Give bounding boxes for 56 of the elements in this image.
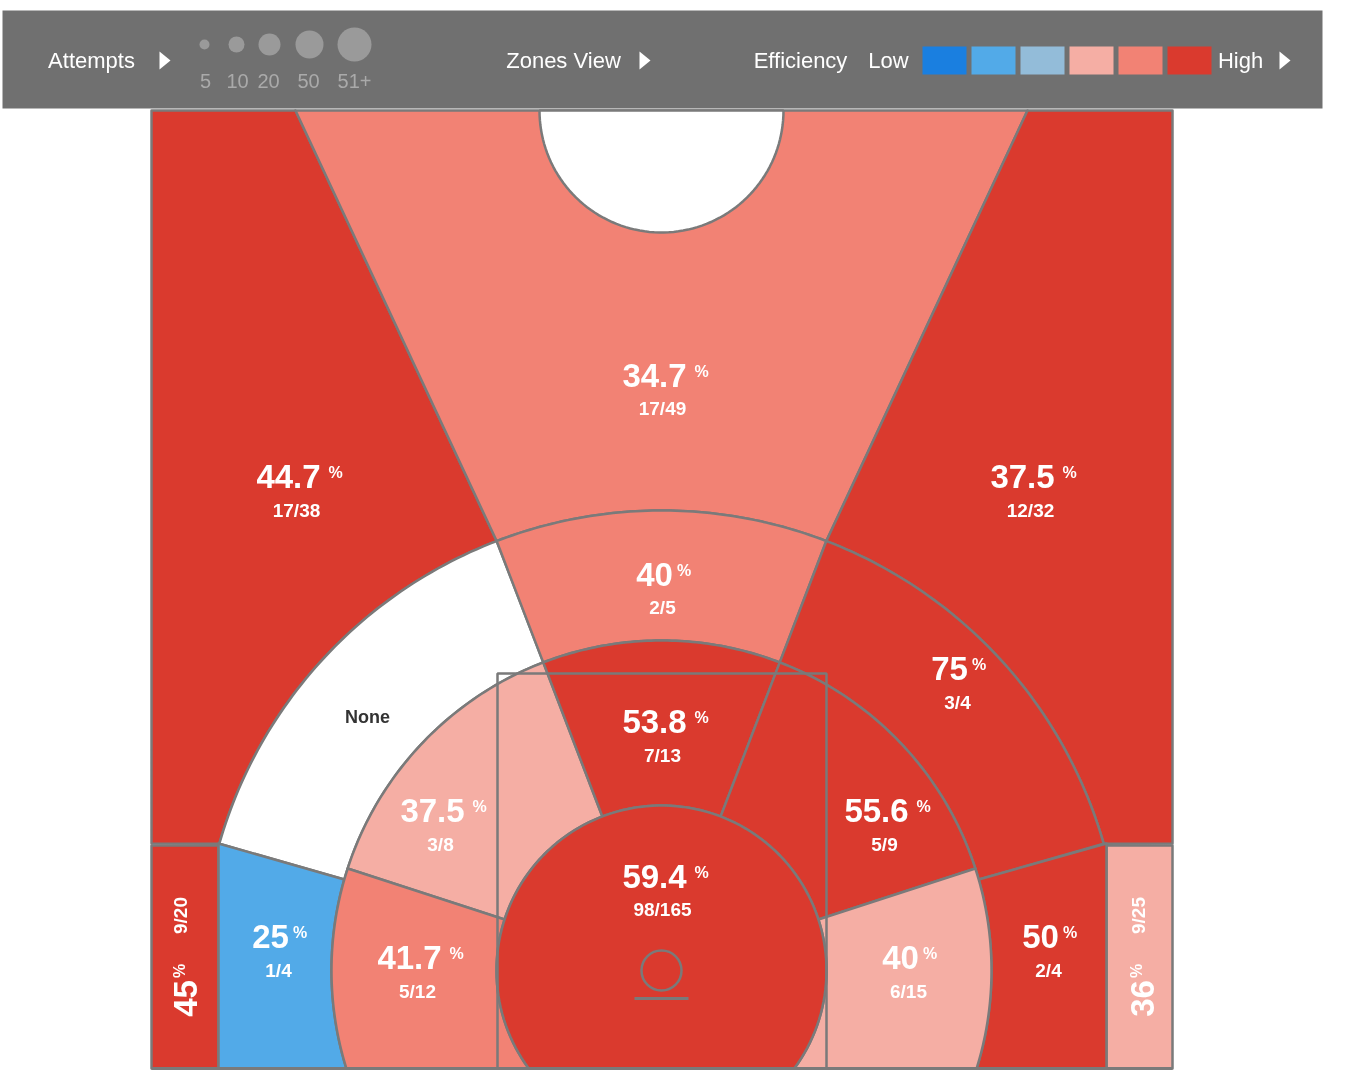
text: 5	[199, 69, 212, 92]
text: 10	[226, 69, 249, 92]
data-label: 41.7	[377, 939, 442, 976]
category-label: 2/4	[1035, 960, 1063, 981]
data-label: 34.7	[622, 357, 687, 394]
category-label: 3/4	[944, 692, 972, 713]
text: %	[292, 924, 308, 941]
text: %	[694, 363, 709, 380]
category-label: 12/32	[1006, 500, 1055, 521]
text: Attempts	[48, 48, 135, 73]
category-label: 9/20	[170, 897, 191, 934]
text: %	[1062, 464, 1077, 481]
category-label: 3/8	[427, 834, 454, 855]
text: High	[1217, 48, 1264, 73]
category-label: 5/9	[871, 834, 898, 855]
data-label: 50	[1022, 918, 1059, 955]
category-label: 1/4	[265, 960, 293, 981]
category-label: 2/5	[649, 597, 677, 618]
text: Zones View	[506, 48, 621, 73]
text: %	[171, 963, 188, 979]
text: 51+	[337, 69, 372, 92]
text: %	[1128, 963, 1145, 979]
data-label: 40	[636, 556, 673, 593]
text: %	[922, 945, 938, 962]
text: Efficiency	[753, 48, 848, 73]
category-label: 5/12	[399, 981, 436, 1002]
data-label: 36	[1124, 980, 1161, 1017]
data-label: 40	[882, 939, 919, 976]
category-label: 7/13	[644, 745, 681, 766]
data-label: 59.4	[622, 858, 688, 895]
text: Low	[868, 48, 909, 73]
text: %	[328, 464, 343, 481]
data-label: 55.6	[844, 792, 909, 829]
category-label: 6/15	[890, 981, 928, 1002]
category-label: None	[345, 706, 390, 727]
category-label: 9/25	[1128, 896, 1149, 934]
text: %	[676, 562, 692, 579]
category-label: 98/165	[633, 899, 692, 920]
text: %	[694, 864, 709, 881]
text: 20	[257, 69, 280, 92]
text: %	[971, 656, 987, 673]
category-label: 17/49	[638, 398, 687, 419]
data-label: 53.8	[622, 703, 687, 740]
data-label: 44.7	[256, 458, 321, 495]
data-label: 37.5	[400, 792, 465, 829]
data-label: 75	[931, 650, 968, 687]
text: %	[449, 945, 464, 962]
text: %	[472, 798, 487, 815]
text: %	[916, 798, 931, 815]
text: %	[1062, 924, 1078, 941]
data-label: 37.5	[990, 458, 1055, 495]
data-label: 25	[252, 918, 289, 955]
data-label: 45	[167, 980, 204, 1017]
text: 50	[297, 69, 320, 92]
category-label: 17/38	[272, 500, 321, 521]
text: %	[694, 709, 709, 726]
